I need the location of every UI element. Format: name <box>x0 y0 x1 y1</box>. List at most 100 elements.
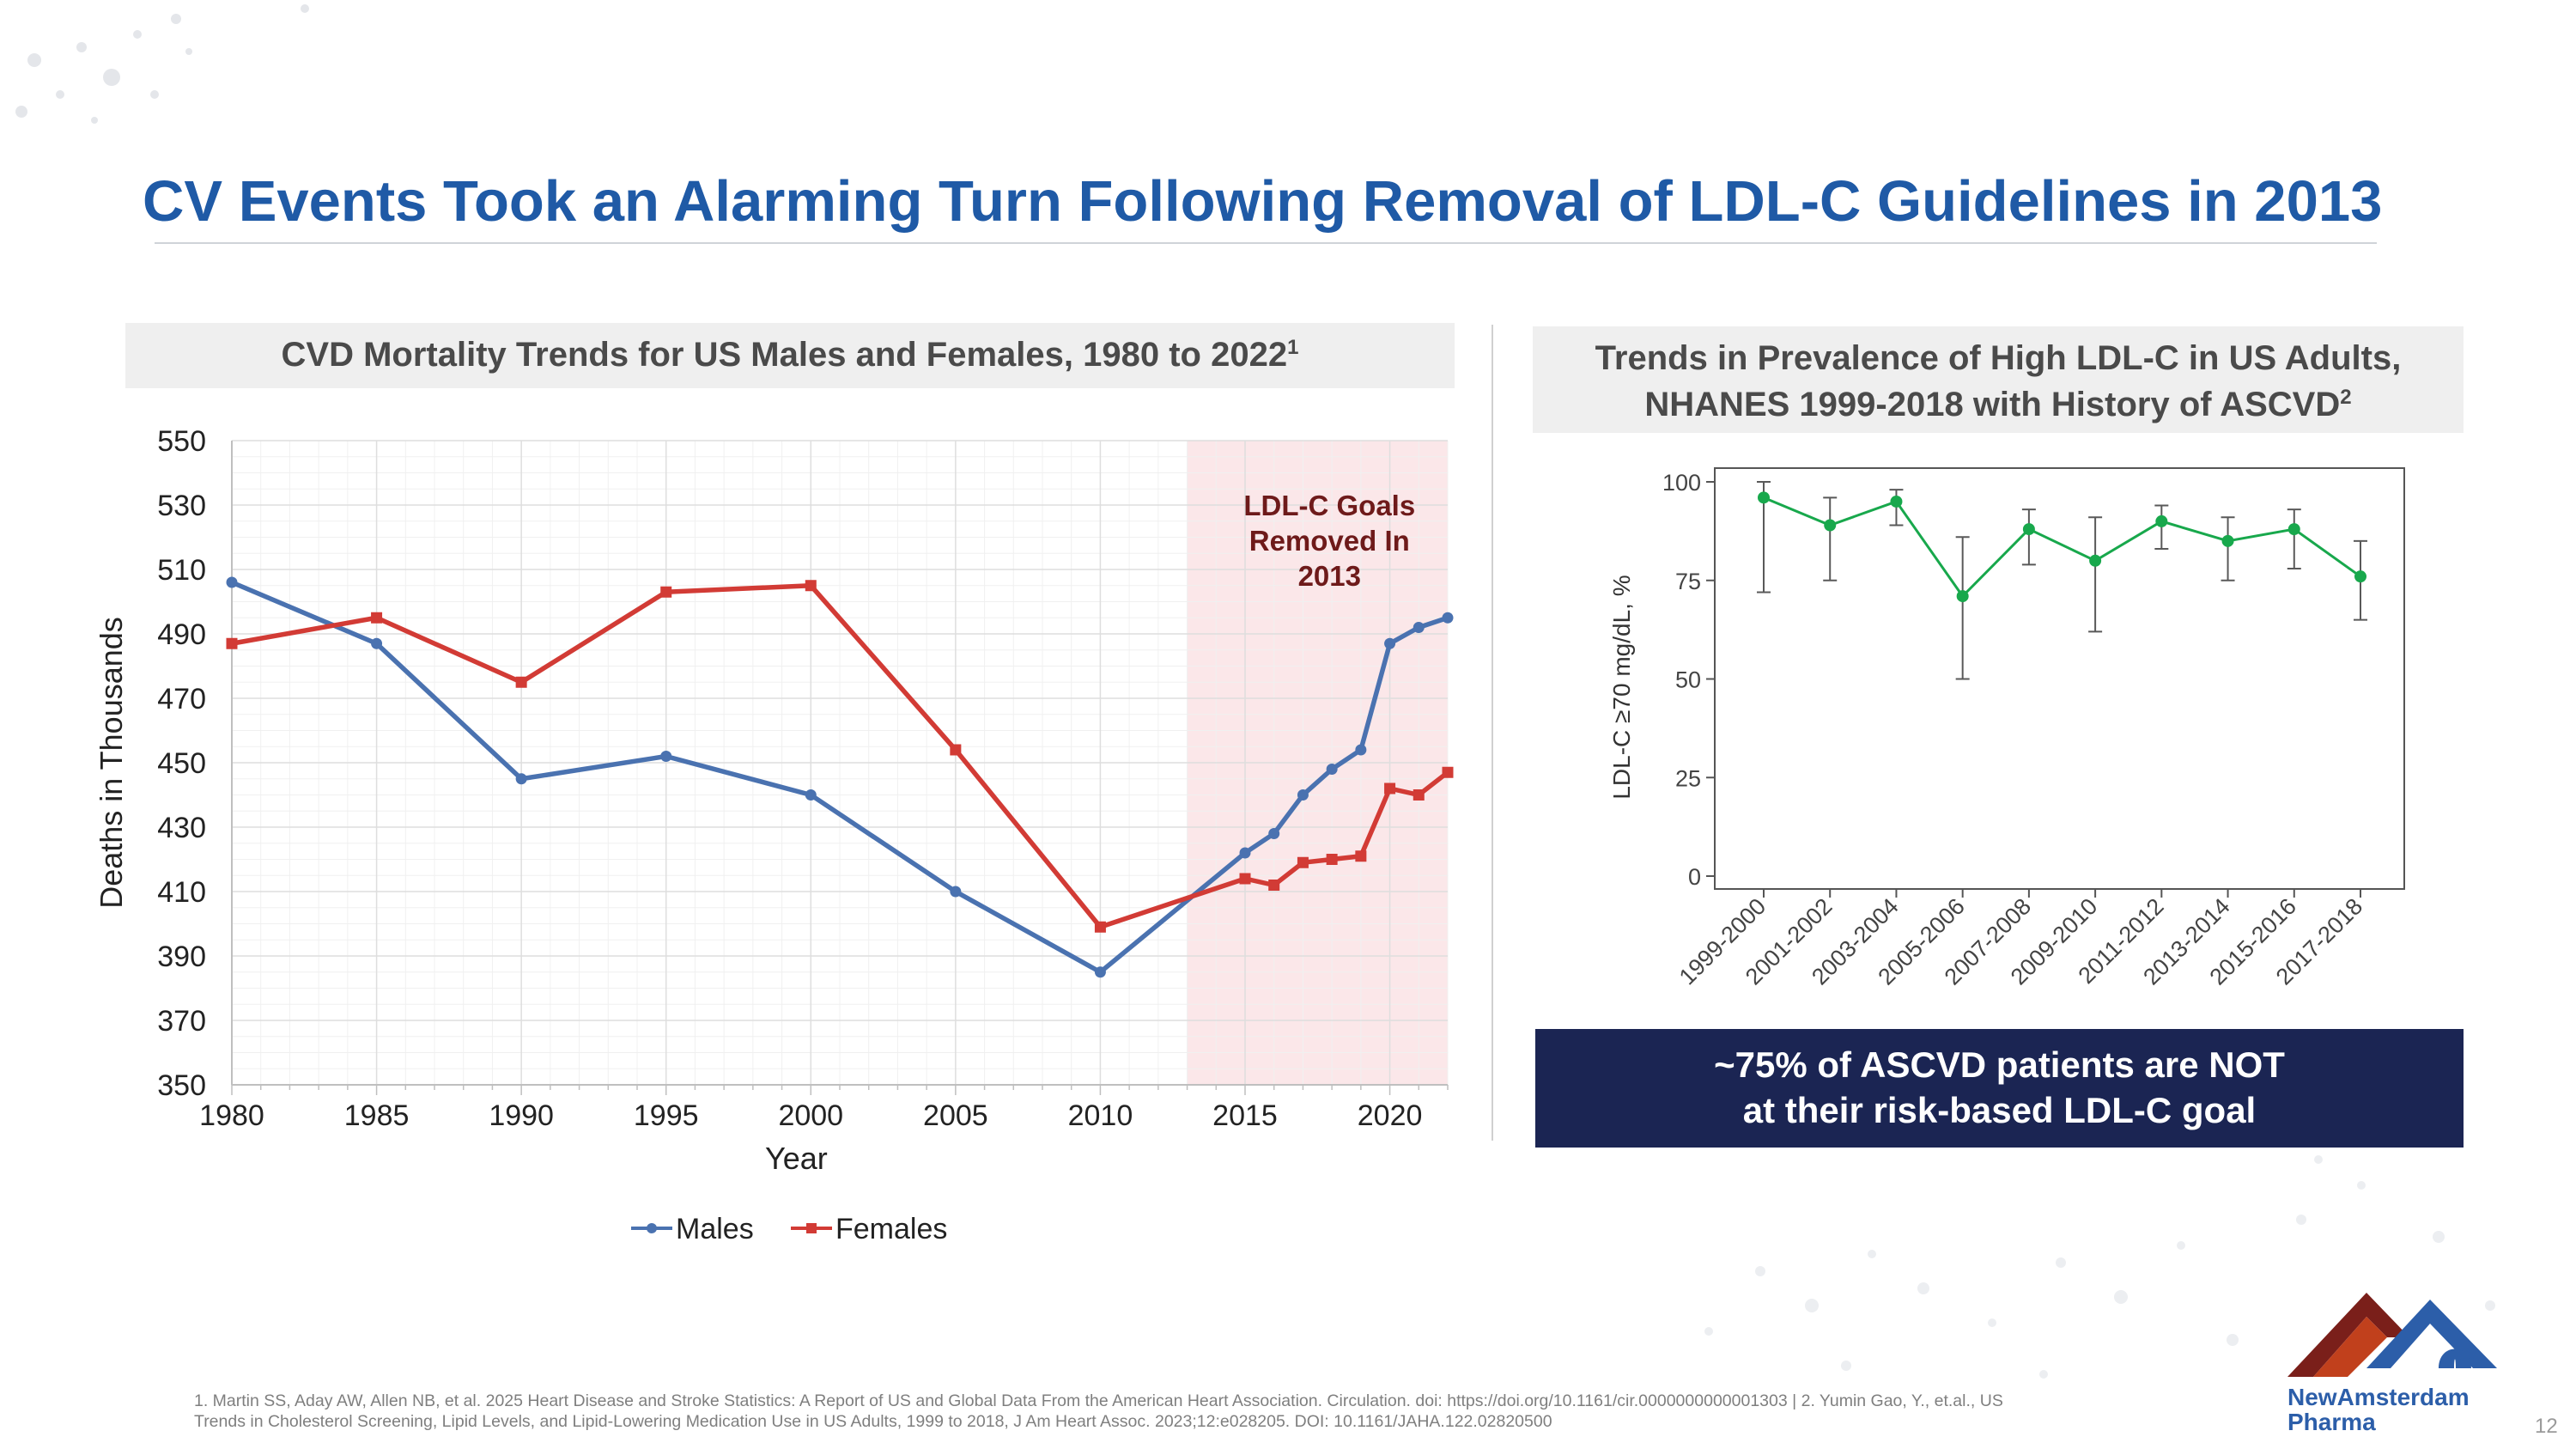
left-chart-heading-text: CVD Mortality Trends for US Males and Fe… <box>281 336 1288 374</box>
right-chart-heading: Trends in Prevalence of High LDL-C in US… <box>1533 326 2464 433</box>
data-point-males <box>1268 828 1280 839</box>
prevalence-data-point <box>2287 523 2300 536</box>
left-chart-heading: CVD Mortality Trends for US Males and Fe… <box>125 323 1455 388</box>
data-point-males <box>660 751 672 762</box>
data-point-males <box>1239 847 1251 859</box>
data-point-females <box>226 637 238 649</box>
prevalence-data-point <box>1956 590 1969 603</box>
data-point-males <box>805 789 817 801</box>
prevalence-data-point <box>2354 570 2366 583</box>
y-tick-label: 410 <box>157 876 206 909</box>
slide-title: CV Events Took an Alarming Turn Followin… <box>143 169 2383 234</box>
y-tick-label: 530 <box>157 490 206 522</box>
data-point-females <box>515 676 527 688</box>
panel-divider <box>1492 325 1493 1141</box>
prevalence-data-point <box>1758 491 1770 504</box>
right-chart-reference: 2 <box>2340 386 2352 409</box>
y-tick-label: 25 <box>1675 765 1701 791</box>
y-axis-title: LDL-C ≥70 mg/dL, % <box>1608 575 1635 799</box>
data-point-females <box>1384 782 1396 795</box>
plot-frame <box>1714 467 2405 890</box>
prevalence-data-point <box>1890 495 1903 508</box>
x-tick-label: 1985 <box>344 1099 410 1132</box>
data-point-females <box>1442 766 1454 778</box>
footnote-line2: Trends in Cholesterol Screening, Lipid L… <box>194 1412 1552 1431</box>
x-tick-label: 2010 <box>1068 1099 1133 1132</box>
data-point-males <box>1413 622 1425 633</box>
y-tick-label: 350 <box>157 1069 206 1102</box>
y-axis-title: Deaths in Thousands <box>94 617 129 909</box>
prevalence-data-point <box>1824 519 1837 532</box>
footnote-line1: 1. Martin SS, Aday AW, Allen NB, et al. … <box>194 1391 2003 1410</box>
callout-line2: at their risk-based LDL-C goal <box>1742 1090 2257 1130</box>
y-tick-label: 430 <box>157 812 206 844</box>
x-tick-label: 2015 <box>1212 1099 1278 1132</box>
shaded-region-label: 2013 <box>1298 560 1361 592</box>
prevalence-data-point <box>2221 534 2234 547</box>
shaded-region-label: Removed In <box>1249 525 1410 557</box>
data-point-males <box>1297 789 1309 801</box>
ascvd-callout-box: ~75% of ASCVD patients are NOT at their … <box>1535 1029 2464 1148</box>
data-point-males <box>371 637 383 649</box>
data-point-males <box>515 773 527 785</box>
data-point-females <box>1326 854 1338 865</box>
data-point-females <box>1239 873 1251 885</box>
data-point-males <box>1355 744 1367 756</box>
x-axis-title: Year <box>765 1141 828 1176</box>
data-point-males <box>1094 966 1106 978</box>
y-tick-label: 100 <box>1662 470 1701 496</box>
x-tick-label: 1990 <box>489 1099 554 1132</box>
data-point-females <box>660 586 672 598</box>
y-tick-label: 490 <box>157 618 206 651</box>
data-point-females <box>1297 856 1309 868</box>
y-tick-label: 370 <box>157 1005 206 1038</box>
y-tick-label: 510 <box>157 554 206 587</box>
data-point-females <box>1413 789 1425 801</box>
y-tick-label: 390 <box>157 941 206 973</box>
y-tick-label: 470 <box>157 683 206 715</box>
newamsterdam-logo-icon <box>2287 1293 2497 1377</box>
legend-label-males: Males <box>676 1213 754 1245</box>
prevalence-series-line <box>1763 496 2361 599</box>
data-point-females <box>371 612 383 624</box>
data-point-females <box>805 580 817 592</box>
x-tick-label: 2000 <box>778 1099 843 1132</box>
cvd-mortality-chart: 350 370 390 410 430 450 470 490 510 530 550 1980 198… <box>94 425 1454 1245</box>
prevalence-data-point <box>2155 514 2168 527</box>
legend-label-females: Females <box>835 1213 947 1245</box>
callout-line1: ~75% of ASCVD patients are NOT <box>1714 1044 2285 1085</box>
data-point-males <box>226 576 238 588</box>
legend-marker <box>806 1223 817 1233</box>
shaded-region-label: LDL-C Goals <box>1243 490 1415 521</box>
data-point-females <box>950 744 962 756</box>
page-number: 12 <box>2535 1415 2558 1438</box>
title-divider <box>155 242 2377 244</box>
data-point-females <box>1268 880 1280 891</box>
data-point-males <box>950 886 962 898</box>
right-chart-heading-line1: Trends in Prevalence of High LDL-C in US… <box>1595 339 2402 377</box>
prevalence-data-point <box>2022 523 2035 536</box>
logo-line2: Pharma <box>2287 1409 2376 1435</box>
legend-marker <box>647 1223 657 1233</box>
x-tick-label: 2005 <box>923 1099 988 1132</box>
data-point-males <box>1384 637 1396 649</box>
left-chart-reference: 1 <box>1287 336 1299 359</box>
data-point-females <box>1094 921 1106 933</box>
x-tick-label: 1995 <box>634 1099 699 1132</box>
y-tick-label: 75 <box>1675 569 1701 594</box>
data-point-females <box>1355 850 1367 862</box>
data-point-males <box>1326 764 1338 775</box>
company-logo-text: NewAmsterdam Pharma <box>2287 1385 2470 1434</box>
logo-line1: NewAmsterdam <box>2287 1384 2470 1410</box>
prevalence-data-point <box>2089 554 2102 567</box>
x-tick-label: 1980 <box>199 1099 264 1132</box>
right-chart-heading-line2: NHANES 1999-2018 with History of ASCVD <box>1644 386 2341 423</box>
data-point-males <box>1442 612 1454 624</box>
y-tick-label: 0 <box>1688 864 1701 890</box>
x-tick-label: 2020 <box>1358 1099 1423 1132</box>
references-footnote: 1. Martin SS, Aday AW, Allen NB, et al. … <box>194 1391 2272 1432</box>
y-tick-label: 50 <box>1675 667 1701 693</box>
y-tick-label: 550 <box>157 425 206 458</box>
